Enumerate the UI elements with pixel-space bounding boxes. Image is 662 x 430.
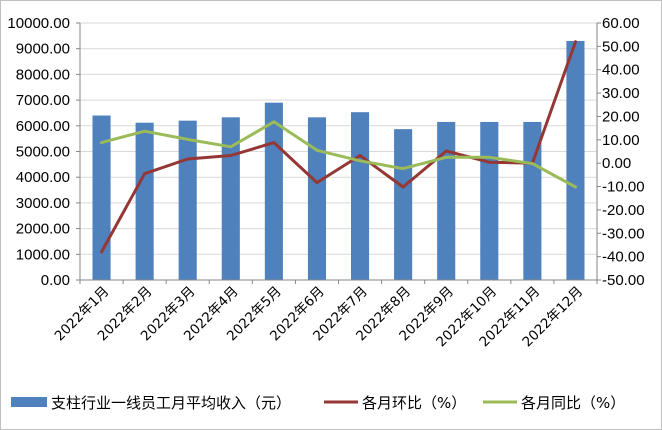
y-right-tick-label: -10.00 — [602, 179, 645, 196]
y-left-tick-label: 8000.00 — [16, 66, 70, 83]
bar-income — [264, 102, 283, 280]
bar-income — [480, 121, 499, 280]
y-left-tick-label: 10000.00 — [7, 15, 70, 32]
bar-income — [92, 115, 111, 281]
y-left-tick-label: 9000.00 — [16, 41, 70, 58]
y-right-tick-label: -20.00 — [602, 202, 645, 219]
y-left-tick-label: 2000.00 — [16, 221, 70, 238]
y-right-tick-label: 50.00 — [602, 38, 640, 55]
legend-label-yoy: 各月同比（%） — [521, 394, 625, 412]
grid-lines — [80, 22, 597, 255]
y-left-tick-label: 4000.00 — [16, 169, 70, 186]
legend-label-mom: 各月环比（%） — [362, 394, 466, 412]
line-series — [100, 40, 577, 254]
y-left-tick-label: 3000.00 — [16, 195, 70, 212]
y-right-tick-label: 10.00 — [602, 132, 640, 149]
y-right-tick-label: -30.00 — [602, 225, 645, 242]
legend: 支柱行业一线员工月平均收入（元） 各月环比（%） 各月同比（%） — [11, 394, 625, 412]
bar-series — [92, 40, 585, 281]
y-left-tick-label: 5000.00 — [16, 144, 70, 161]
y-right-tick-label: 60.00 — [602, 15, 640, 32]
bar-income — [135, 122, 154, 280]
bar-income — [178, 120, 197, 280]
bar-income — [394, 129, 413, 280]
y-left-tick-label: 1000.00 — [16, 246, 70, 263]
bar-income — [307, 117, 327, 280]
line-yoy — [100, 120, 577, 189]
legend-label-income: 支柱行业一线员工月平均收入（元） — [51, 394, 291, 412]
y-right-tick-label: -40.00 — [602, 249, 645, 266]
line-mom — [100, 40, 577, 254]
y-right-tick-label: -50.00 — [602, 272, 645, 289]
bar-income — [350, 112, 370, 280]
y-right-tick-label: 20.00 — [602, 108, 640, 125]
y-right-tick-label: 0.00 — [602, 155, 631, 172]
y-left-tick-label: 7000.00 — [16, 92, 70, 109]
bar-income — [566, 40, 585, 280]
y-right-tick-label: 40.00 — [602, 62, 640, 79]
y-right-tick-label: 30.00 — [602, 85, 640, 102]
bar-income — [221, 117, 240, 280]
legend-swatch-bar — [11, 397, 47, 407]
bar-income — [437, 121, 456, 280]
y-left-tick-label: 0.00 — [41, 272, 70, 289]
y-left-tick-label: 6000.00 — [16, 118, 70, 135]
